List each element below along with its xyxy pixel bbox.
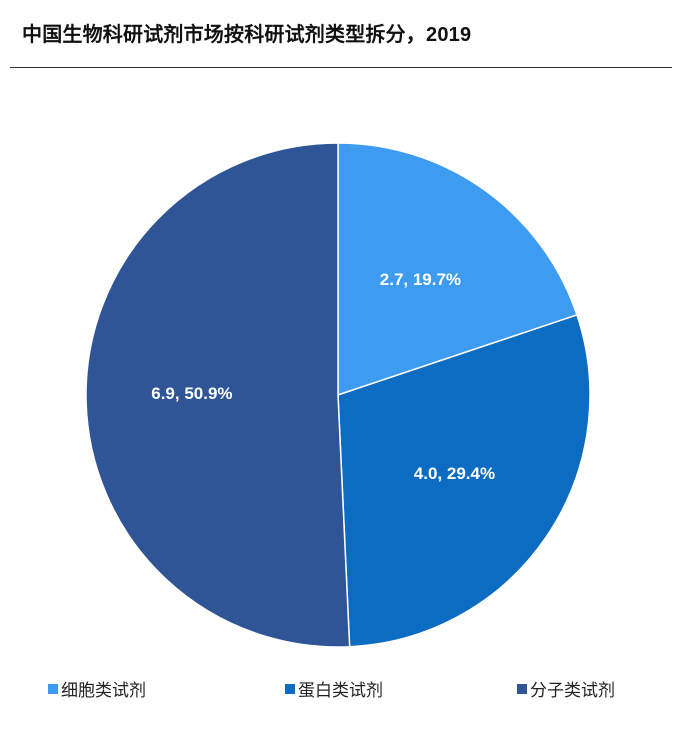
- data-label-protein: 4.0, 29.4%: [414, 464, 495, 483]
- legend-label-protein: 蛋白类试剂: [298, 681, 383, 700]
- chart-title: 中国生物科研试剂市场按科研试剂类型拆分，2019: [22, 24, 472, 46]
- legend-item-protein: 蛋白类试剂: [285, 676, 383, 701]
- legend-item-molecular: 分子类试剂: [517, 676, 615, 701]
- legend-swatch-cell: [48, 683, 58, 694]
- legend-label-molecular: 分子类试剂: [530, 681, 615, 700]
- slice-protein: [337, 313, 591, 648]
- data-label-molecular: 6.9, 50.9%: [151, 384, 232, 403]
- legend-label-cell: 细胞类试剂: [61, 681, 146, 700]
- chart-legend: 细胞类试剂 蛋白类试剂 分子类试剂: [0, 676, 689, 706]
- data-label-cell: 2.7, 19.7%: [380, 270, 461, 289]
- slice-molecular: [85, 142, 351, 648]
- legend-item-cell: 细胞类试剂: [48, 676, 146, 701]
- slice-cell: [337, 142, 578, 397]
- legend-swatch-molecular: [517, 683, 527, 694]
- title-divider: [10, 67, 672, 68]
- legend-swatch-protein: [285, 683, 295, 694]
